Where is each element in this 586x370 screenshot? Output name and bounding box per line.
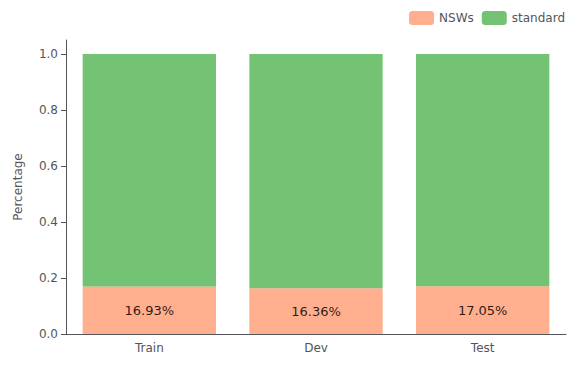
svg-text:standard: standard xyxy=(512,11,565,25)
svg-text:16.93%: 16.93% xyxy=(125,303,175,318)
svg-text:0.6: 0.6 xyxy=(39,159,58,173)
svg-text:17.05%: 17.05% xyxy=(458,303,508,318)
svg-text:0.8: 0.8 xyxy=(39,103,58,117)
svg-text:0.4: 0.4 xyxy=(39,215,58,229)
svg-text:Percentage: Percentage xyxy=(11,153,25,221)
svg-text:Train: Train xyxy=(134,341,164,355)
svg-text:1.0: 1.0 xyxy=(39,47,58,61)
svg-text:0.0: 0.0 xyxy=(39,327,58,341)
svg-text:16.36%: 16.36% xyxy=(291,304,341,319)
svg-text:NSWs: NSWs xyxy=(439,11,474,25)
svg-text:Test: Test xyxy=(470,341,495,355)
svg-text:0.2: 0.2 xyxy=(39,271,58,285)
svg-text:Dev: Dev xyxy=(304,341,328,355)
